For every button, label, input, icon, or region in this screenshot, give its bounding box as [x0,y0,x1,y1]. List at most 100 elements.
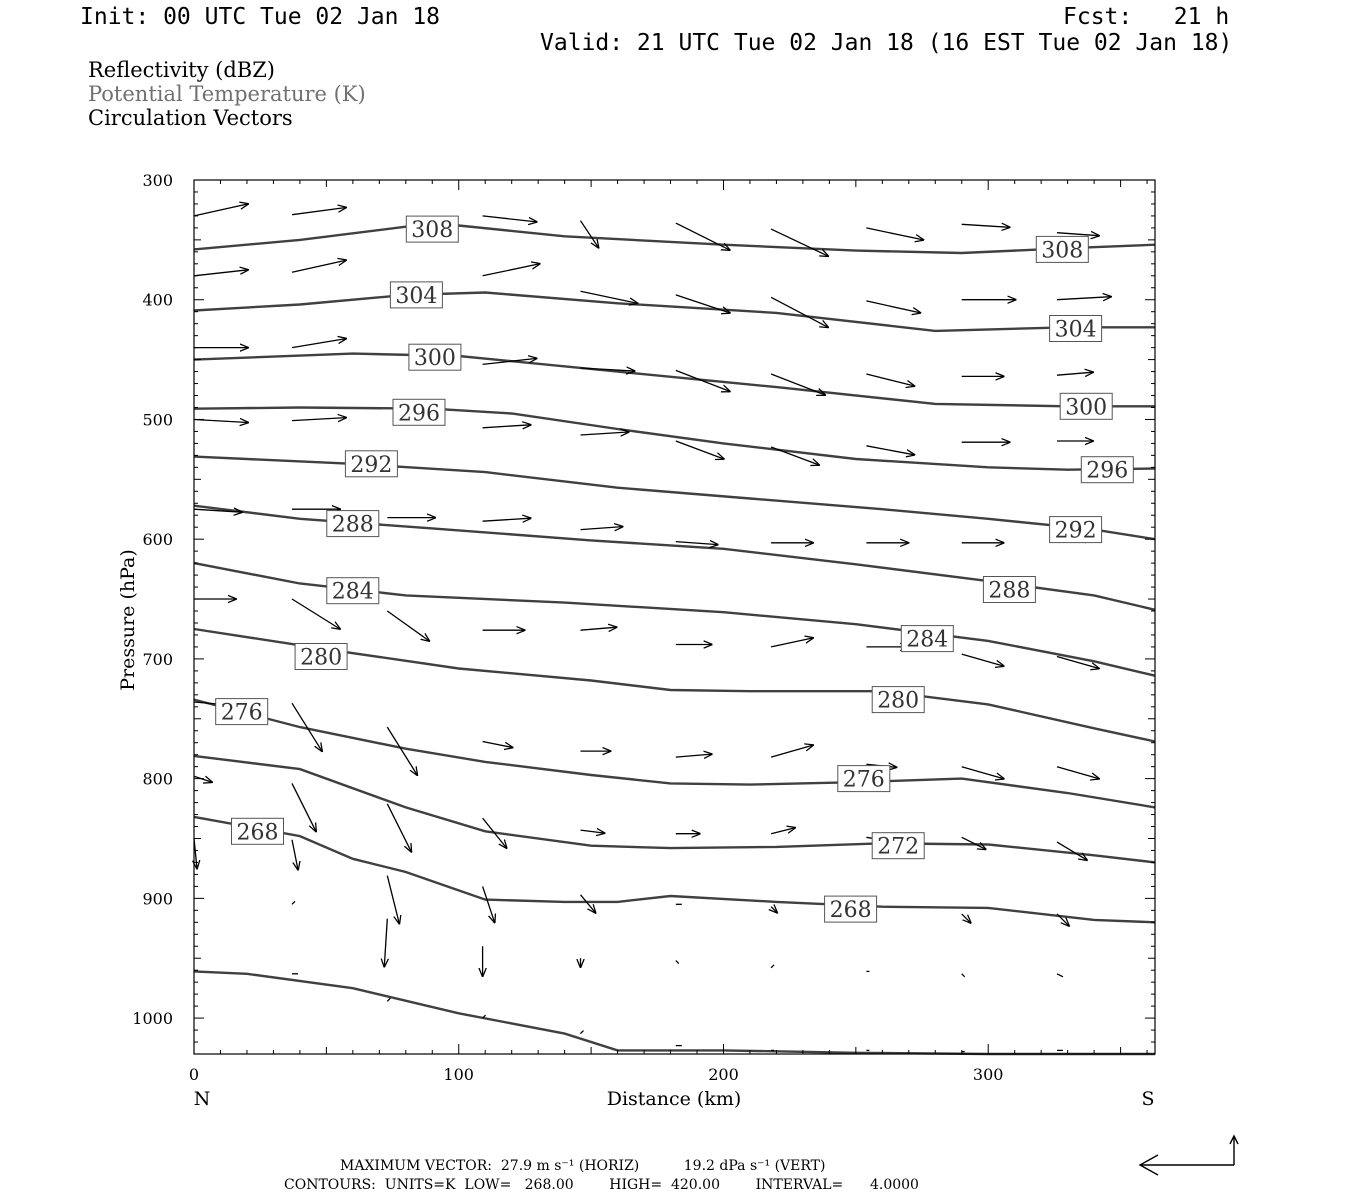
circulation-vector [291,339,346,349]
circulation-vector [961,836,986,849]
circulation-vector [1056,372,1093,375]
circulation-vector [580,527,623,530]
isentrope-296 [193,406,1156,471]
circulation-vector [291,783,316,831]
y-tick-label: 700 [142,650,173,669]
contour-label: 304 [389,281,443,309]
circulation-vector [1056,233,1099,236]
contour-label: 280 [294,643,348,671]
circulation-vector [961,973,966,978]
plot-frame [193,179,1156,1055]
circulation-vector [482,817,507,848]
y-axis-label: Pressure (hPa) [117,549,139,691]
circulation-vector [580,1030,584,1035]
circulation-vector [482,518,531,521]
circulation-vector [771,907,777,913]
circulation-vector [291,208,346,216]
circulation-vector [770,964,775,969]
circulation-vector [193,509,242,512]
circulation-vector [291,418,346,421]
x-tick-label: 300 [973,1065,1004,1084]
circulation-vector [482,358,537,366]
circulation-vector [482,1014,487,1019]
circulation-vector [1056,766,1099,779]
isentrope-308 [193,224,1156,255]
circulation-vector [580,830,605,833]
contour-label: 284 [326,577,380,605]
circulation-vector [384,918,387,967]
circulation-vector [770,296,828,327]
circulation-vector [193,204,248,217]
circulation-vector [386,875,399,924]
circulation-vector [291,839,298,870]
svg-text:268: 268 [830,898,872,923]
init-time: Init: 00 UTC Tue 02 Jan 18 [80,4,441,30]
circulation-vector [675,369,730,391]
contour-label: 288 [326,510,380,538]
circulation-vector [770,828,795,835]
circulation-vector [386,610,429,641]
circulation-vector [675,222,730,250]
circulation-vector [770,638,813,648]
circulation-vector [1056,655,1099,669]
circulation-vector [482,215,537,222]
contour-label: 280 [871,686,925,714]
svg-text:276: 276 [221,701,263,726]
x-tick-label: 200 [708,1065,739,1084]
svg-text:292: 292 [1055,519,1097,544]
contour-label: 276 [837,765,891,793]
svg-text:300: 300 [1065,395,1107,420]
contour-label: 292 [1049,516,1103,544]
contour-label: 268 [824,895,878,923]
x-tick-label: 0 [189,1065,199,1084]
svg-text:288: 288 [332,513,374,538]
y-tick-label: 800 [142,770,173,789]
circulation-vector [580,627,617,630]
svg-text:284: 284 [332,580,374,605]
y-tick-label: 400 [142,291,173,310]
circulation-vector [580,368,635,371]
svg-text:292: 292 [350,453,392,478]
circulation-vector [770,373,825,395]
circulation-vector [482,740,513,748]
x-tick-label: 100 [443,1065,474,1084]
contour-label: 284 [900,625,954,653]
circulation-vector [675,294,730,313]
circulation-vector [961,653,1004,666]
svg-text:304: 304 [395,284,437,309]
circulation-vector [580,290,638,303]
isentrope-276 [193,698,1156,809]
contour-label: 304 [1049,315,1103,343]
circulation-vector [1056,913,1069,926]
svg-text:268: 268 [237,820,279,845]
contour-label: 300 [408,343,462,371]
circulation-vector [193,775,212,782]
circulation-vector [866,445,914,455]
legend-reflectivity: Reflectivity (dBZ) [88,58,276,82]
circulation-vector [866,227,923,240]
contour-label: 308 [1035,235,1089,263]
legend-potential-temperature: Potential Temperature (K) [88,82,366,106]
y-tick-label: 600 [142,530,173,549]
circulation-vector [866,373,914,386]
circulation-vector [961,224,1010,227]
circulation-vector [1056,973,1064,978]
svg-text:280: 280 [300,646,342,671]
circulation-vector [291,702,322,751]
isentrope-300 [193,352,1155,408]
isentrope-280 [193,627,1156,743]
isentrope-surface [193,970,1155,1056]
circulation-vector [580,432,629,435]
contour-label: 276 [215,698,269,726]
x-end-label-right: S [1141,1088,1154,1110]
contour-label: 292 [344,450,398,478]
circulation-vector [291,598,340,629]
isentrope-272 [193,754,1156,864]
y-tick-label: 300 [142,171,173,190]
svg-text:276: 276 [843,768,885,793]
circulation-vector [675,754,712,757]
circulation-vector [291,900,296,905]
x-end-label-left: N [194,1088,211,1110]
circulation-vector [193,420,248,423]
maximum-vector-note: MAXIMUM VECTOR: 27.9 m s⁻¹ (HORIZ) 19.2 … [340,1158,826,1174]
